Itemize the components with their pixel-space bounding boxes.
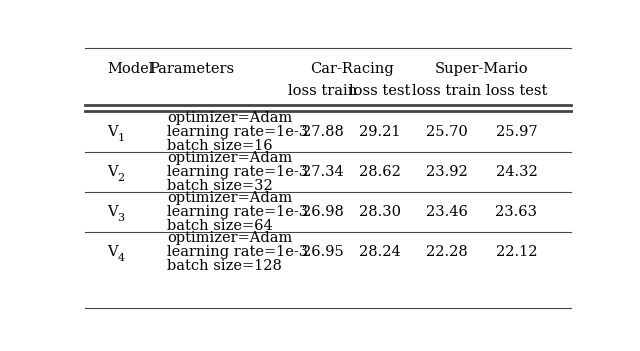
Text: learning rate=1e-3: learning rate=1e-3	[167, 125, 308, 139]
Text: V: V	[107, 245, 118, 259]
Text: 2: 2	[118, 173, 125, 183]
Text: 1: 1	[118, 133, 125, 143]
Text: batch size=64: batch size=64	[167, 219, 273, 233]
Text: loss train: loss train	[412, 84, 482, 98]
Text: batch size=16: batch size=16	[167, 139, 273, 153]
Text: 28.62: 28.62	[359, 165, 401, 179]
Text: 23.63: 23.63	[495, 205, 538, 219]
Text: 26.98: 26.98	[302, 205, 344, 219]
Text: Car-Racing: Car-Racing	[310, 62, 394, 76]
Text: loss train: loss train	[289, 84, 358, 98]
Text: Model: Model	[108, 62, 154, 76]
Text: V: V	[107, 205, 118, 219]
Text: optimizer=Adam: optimizer=Adam	[167, 111, 292, 125]
Text: 22.28: 22.28	[426, 245, 468, 259]
Text: batch size=128: batch size=128	[167, 259, 282, 273]
Text: optimizer=Adam: optimizer=Adam	[167, 191, 292, 205]
Text: Parameters: Parameters	[149, 62, 234, 76]
Text: optimizer=Adam: optimizer=Adam	[167, 231, 292, 245]
Text: 26.95: 26.95	[302, 245, 344, 259]
Text: 4: 4	[118, 253, 125, 263]
Text: 27.88: 27.88	[302, 125, 344, 139]
Text: Super-Mario: Super-Mario	[435, 62, 529, 76]
Text: V: V	[107, 165, 118, 179]
Text: 27.34: 27.34	[302, 165, 344, 179]
Text: 29.21: 29.21	[359, 125, 401, 139]
Text: V: V	[107, 125, 118, 139]
Text: batch size=32: batch size=32	[167, 179, 273, 193]
Text: learning rate=1e-3: learning rate=1e-3	[167, 245, 308, 259]
Text: 25.97: 25.97	[495, 125, 538, 139]
Text: learning rate=1e-3: learning rate=1e-3	[167, 205, 308, 219]
Text: 25.70: 25.70	[426, 125, 468, 139]
Text: learning rate=1e-3: learning rate=1e-3	[167, 165, 308, 179]
Text: 24.32: 24.32	[495, 165, 538, 179]
Text: 28.30: 28.30	[359, 205, 401, 219]
Text: 3: 3	[118, 213, 125, 223]
Text: 23.92: 23.92	[426, 165, 468, 179]
Text: loss test: loss test	[486, 84, 547, 98]
Text: 22.12: 22.12	[496, 245, 537, 259]
Text: loss test: loss test	[349, 84, 411, 98]
Text: 28.24: 28.24	[359, 245, 401, 259]
Text: 23.46: 23.46	[426, 205, 468, 219]
Text: optimizer=Adam: optimizer=Adam	[167, 151, 292, 165]
